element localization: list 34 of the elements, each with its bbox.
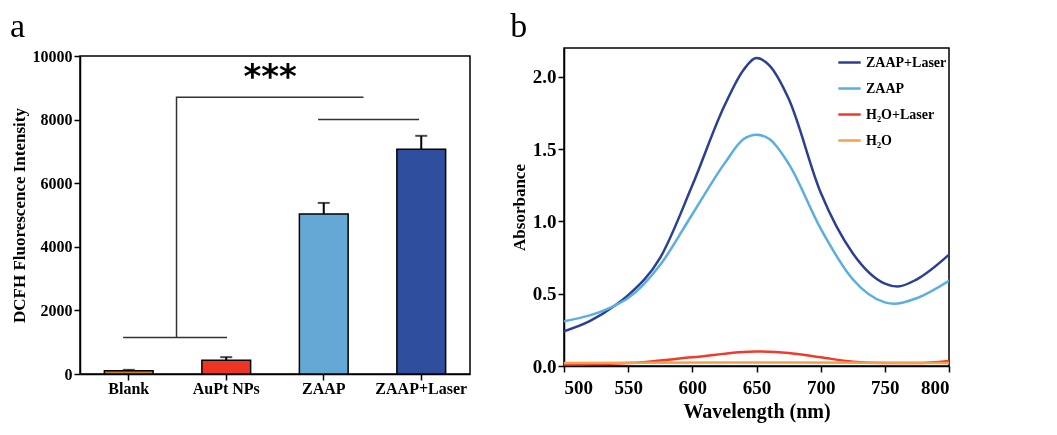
- y-tick-label: 1.5: [532, 138, 557, 160]
- y-tick-label: 8000: [40, 111, 73, 129]
- y-axis-title: DCFH Fluorescence Intensity: [9, 107, 29, 323]
- y-tick-label: 2000: [40, 301, 73, 319]
- x-tick-label: 500: [564, 376, 593, 398]
- chart-title: a: [10, 7, 26, 44]
- x-tick-label: Blank: [108, 379, 150, 397]
- y-tick-label: 1.0: [532, 210, 557, 232]
- y-tick-label: 10000: [32, 47, 73, 65]
- legend-label: H₂O+Laser: [866, 106, 935, 122]
- y-tick-label: 6000: [40, 174, 73, 192]
- y-tick-label: 0.0: [532, 355, 557, 377]
- x-tick-label: 600: [678, 376, 708, 398]
- x-tick-label: 700: [806, 376, 836, 398]
- line-series: [564, 133, 949, 323]
- x-tick-label: 650: [742, 376, 772, 398]
- x-axis-title: Wavelength (nm): [683, 399, 831, 423]
- legend-label: ZAAP+Laser: [866, 54, 947, 70]
- x-tick-label: ZAAP+Laser: [375, 379, 468, 397]
- chart-title: b: [510, 7, 528, 44]
- line-series: [564, 56, 949, 333]
- x-tick-label: AuPt NPs: [192, 379, 260, 397]
- y-axis-title: Absorbance: [509, 163, 529, 251]
- annotation: ***: [243, 55, 298, 96]
- legend-label: H₂O: [866, 132, 893, 148]
- y-tick-label: 2.0: [532, 66, 557, 88]
- y-tick-label: 0.5: [532, 283, 557, 305]
- y-tick-label: 0: [64, 365, 73, 383]
- legend-label: ZAAP: [866, 80, 905, 96]
- y-tick-label: 4000: [40, 238, 73, 256]
- x-tick-label: 800: [921, 376, 950, 398]
- x-tick-label: ZAAP: [301, 379, 346, 397]
- x-tick-label: 550: [614, 376, 643, 398]
- x-tick-label: 750: [871, 376, 900, 398]
